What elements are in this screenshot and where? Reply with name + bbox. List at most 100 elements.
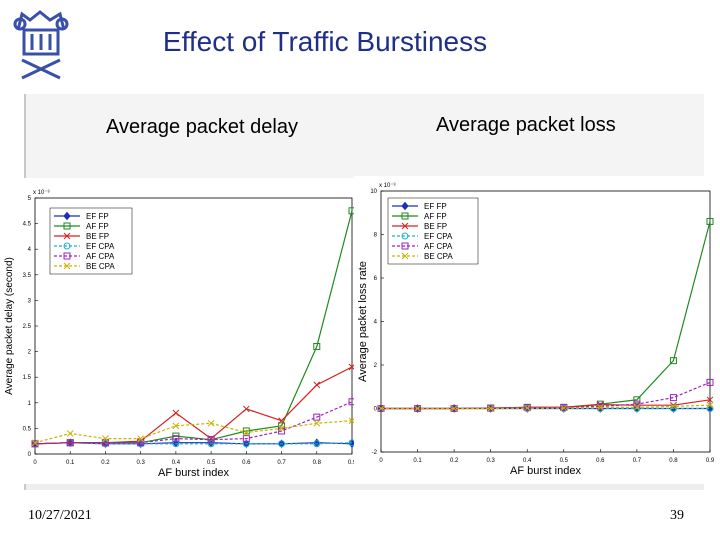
- data-point: [633, 404, 641, 411]
- y-axis-label: Average packet loss rate: [357, 261, 369, 382]
- y-axis-label: Average packet delay (second): [4, 257, 15, 395]
- data-point: [633, 396, 641, 404]
- x-tick-label: 0.4: [172, 460, 181, 466]
- data-point: [172, 440, 180, 448]
- y-tick-label: 4: [374, 320, 378, 326]
- series-line-be-fp: [381, 399, 711, 410]
- x-tick-label: 0.5: [207, 460, 216, 466]
- data-point: [523, 403, 531, 411]
- legend-entry-ef-fp: EF FP: [86, 212, 109, 221]
- legend-marker: [63, 242, 71, 250]
- legend-marker: [401, 242, 409, 250]
- y-tick-label: 0: [28, 452, 32, 458]
- data-point: [560, 404, 568, 412]
- y-tick-label: 2: [374, 363, 378, 369]
- y-tick-label: 1: [28, 401, 32, 407]
- x-tick-label: 0.7: [633, 458, 642, 464]
- loss-caption: Average packet loss: [436, 114, 616, 136]
- x-tick-label: 0.9: [348, 460, 357, 466]
- series-line-be-cpa: [34, 420, 353, 444]
- series-line-af-cpa: [34, 401, 353, 445]
- legend-box: [387, 197, 479, 265]
- y-tick-label: -2: [372, 450, 378, 456]
- data-point: [172, 422, 180, 430]
- x-axis-label: AF burst index: [510, 465, 581, 477]
- x-tick-label: 0.8: [669, 458, 678, 464]
- data-point: [207, 419, 215, 427]
- x-tick-label: 0.8: [313, 460, 322, 466]
- y-tick-label: 0.5: [23, 426, 32, 432]
- data-point: [278, 440, 286, 448]
- data-point: [242, 405, 250, 413]
- legend-marker: [63, 232, 71, 240]
- data-point: [207, 440, 215, 448]
- legend-marker: [401, 212, 409, 220]
- series-be-cpa: [377, 401, 714, 412]
- data-point: [596, 404, 604, 411]
- x-tick-label: 0.6: [242, 460, 251, 466]
- legend-entry-af-fp: AF FP: [424, 212, 447, 221]
- legend-marker: [401, 222, 409, 230]
- y-tick-label: 2: [28, 350, 32, 356]
- data-point: [278, 417, 285, 425]
- legend-entry-af-fp: AF FP: [86, 222, 109, 231]
- y-tick-label: 6: [374, 276, 378, 282]
- data-point: [414, 405, 422, 412]
- data-point: [670, 402, 677, 410]
- y-tick-label: 10: [370, 189, 377, 195]
- data-point: [172, 435, 180, 443]
- data-point: [137, 435, 145, 442]
- data-point: [313, 419, 321, 427]
- data-point: [377, 405, 385, 412]
- data-point: [207, 436, 215, 444]
- y-tick-label: 0: [374, 407, 378, 413]
- y-tick-label: 3.5: [23, 273, 32, 279]
- legend-entry-be-cpa: BE CPA: [86, 262, 115, 271]
- data-point: [102, 435, 109, 442]
- x-tick-label: 0.3: [136, 460, 145, 466]
- y-tick-label: 4.5: [23, 222, 32, 228]
- page-number: 39: [670, 508, 684, 523]
- legend-entry-be-fp: BE FP: [86, 232, 109, 241]
- y-tick-label: 2.5: [23, 324, 32, 330]
- x-tick-label: 0.3: [486, 458, 495, 464]
- legend-entry-af-cpa: AF CPA: [86, 252, 115, 261]
- data-point: [242, 427, 250, 435]
- data-point: [313, 413, 321, 421]
- x-tick-label: 0.2: [101, 460, 110, 466]
- x-tick-label: 0.7: [277, 460, 286, 466]
- legend-marker: [401, 201, 409, 211]
- data-point: [450, 405, 458, 412]
- data-point: [172, 409, 180, 417]
- data-point: [633, 405, 641, 412]
- legend-entry-be-cpa: BE CPA: [424, 252, 453, 261]
- data-point: [31, 440, 39, 448]
- x-tick-label: 0.1: [66, 460, 75, 466]
- y-tick-label: 4: [28, 247, 32, 253]
- data-point: [706, 217, 714, 225]
- series-af-cpa: [377, 378, 714, 412]
- caption-strip: [26, 94, 704, 180]
- legend-entry-ef-fp: EF FP: [424, 202, 447, 211]
- data-point: [278, 425, 285, 432]
- slide-title: Effect of Traffic Burstiness: [162, 26, 488, 57]
- x-tick-label: 0.5: [560, 458, 569, 464]
- data-point: [669, 405, 677, 412]
- data-point: [31, 439, 39, 447]
- legend-marker: [401, 252, 409, 260]
- data-point: [560, 403, 568, 411]
- series-be-cpa: [31, 417, 356, 447]
- data-point: [706, 396, 714, 404]
- legend-marker: [63, 252, 71, 260]
- y-tick-label: 3: [28, 298, 32, 304]
- legend-entry-ef-cpa: EF CPA: [424, 232, 453, 241]
- data-point: [523, 404, 531, 412]
- x-tick-label: 0.1: [413, 458, 422, 464]
- data-point: [706, 378, 714, 386]
- data-point: [487, 405, 495, 412]
- x-tick-label: 0.4: [523, 458, 532, 464]
- legend-entry-be-fp: BE FP: [424, 222, 447, 231]
- x-tick-label: 0.9: [706, 458, 715, 464]
- delay-caption: Average packet delay: [106, 116, 298, 138]
